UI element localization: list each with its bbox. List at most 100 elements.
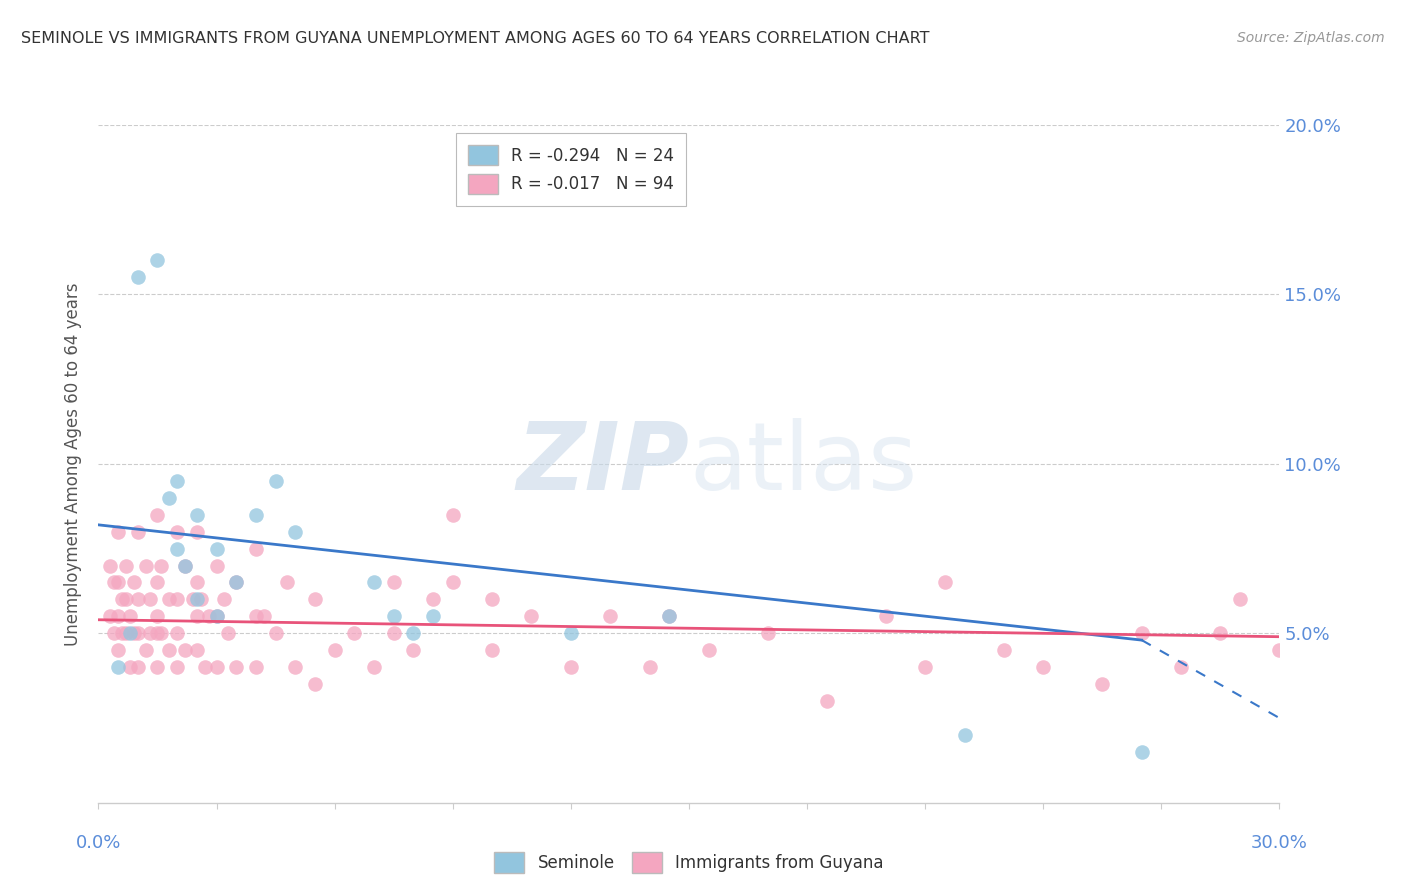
Point: [756, 626, 779, 640]
Point: [157, 643, 180, 657]
Point: [186, 609, 208, 624]
Point: [245, 609, 267, 624]
Point: [1032, 660, 1054, 674]
Point: [107, 660, 129, 674]
Text: ZIP: ZIP: [516, 417, 689, 510]
Point: [560, 660, 582, 674]
Point: [217, 626, 239, 640]
Point: [205, 660, 228, 674]
Point: [146, 609, 169, 624]
Point: [284, 524, 307, 539]
Point: [441, 508, 464, 522]
Point: [382, 575, 405, 590]
Point: [115, 626, 138, 640]
Point: [98, 558, 121, 573]
Point: [1130, 745, 1153, 759]
Point: [115, 592, 138, 607]
Point: [127, 660, 149, 674]
Point: [146, 626, 169, 640]
Point: [1170, 660, 1192, 674]
Point: [264, 626, 287, 640]
Point: [658, 609, 681, 624]
Point: [138, 592, 160, 607]
Point: [186, 575, 208, 590]
Point: [157, 592, 180, 607]
Point: [122, 575, 145, 590]
Point: [166, 592, 188, 607]
Point: [934, 575, 956, 590]
Point: [599, 609, 621, 624]
Point: [323, 643, 346, 657]
Point: [194, 660, 217, 674]
Point: [127, 626, 149, 640]
Point: [402, 643, 425, 657]
Point: [253, 609, 276, 624]
Point: [181, 592, 204, 607]
Point: [382, 609, 405, 624]
Point: [481, 643, 503, 657]
Point: [245, 541, 267, 556]
Point: [190, 592, 212, 607]
Point: [186, 508, 208, 522]
Point: [402, 626, 425, 640]
Point: [111, 592, 134, 607]
Point: [815, 694, 838, 708]
Point: [127, 270, 149, 285]
Point: [276, 575, 298, 590]
Point: [205, 609, 228, 624]
Point: [658, 609, 681, 624]
Point: [122, 626, 145, 640]
Point: [481, 592, 503, 607]
Point: [146, 253, 169, 268]
Point: [107, 524, 129, 539]
Point: [225, 575, 247, 590]
Point: [138, 626, 160, 640]
Point: [205, 609, 228, 624]
Point: [441, 575, 464, 590]
Point: [118, 609, 141, 624]
Point: [245, 508, 267, 522]
Point: [1130, 626, 1153, 640]
Point: [146, 508, 169, 522]
Point: [103, 575, 125, 590]
Text: SEMINOLE VS IMMIGRANTS FROM GUYANA UNEMPLOYMENT AMONG AGES 60 TO 64 YEARS CORREL: SEMINOLE VS IMMIGRANTS FROM GUYANA UNEMP…: [21, 31, 929, 46]
Point: [343, 626, 366, 640]
Point: [146, 660, 169, 674]
Point: [103, 626, 125, 640]
Point: [225, 660, 247, 674]
Point: [993, 643, 1015, 657]
Point: [98, 609, 121, 624]
Text: atlas: atlas: [689, 417, 917, 510]
Point: [174, 643, 197, 657]
Point: [304, 592, 326, 607]
Point: [1229, 592, 1251, 607]
Point: [186, 592, 208, 607]
Point: [150, 558, 173, 573]
Text: 30.0%: 30.0%: [1251, 834, 1308, 852]
Point: [186, 524, 208, 539]
Point: [264, 474, 287, 488]
Point: [697, 643, 720, 657]
Legend: Seminole, Immigrants from Guyana: Seminole, Immigrants from Guyana: [485, 842, 893, 882]
Point: [186, 643, 208, 657]
Point: [166, 524, 188, 539]
Point: [875, 609, 897, 624]
Point: [118, 660, 141, 674]
Point: [166, 626, 188, 640]
Point: [174, 558, 197, 573]
Point: [166, 660, 188, 674]
Point: [150, 626, 173, 640]
Point: [111, 626, 134, 640]
Point: [638, 660, 661, 674]
Point: [304, 677, 326, 691]
Point: [135, 558, 157, 573]
Point: [205, 541, 228, 556]
Point: [174, 558, 197, 573]
Point: [214, 592, 236, 607]
Point: [520, 609, 543, 624]
Point: [382, 626, 405, 640]
Point: [118, 626, 141, 640]
Point: [146, 575, 169, 590]
Point: [914, 660, 936, 674]
Point: [127, 524, 149, 539]
